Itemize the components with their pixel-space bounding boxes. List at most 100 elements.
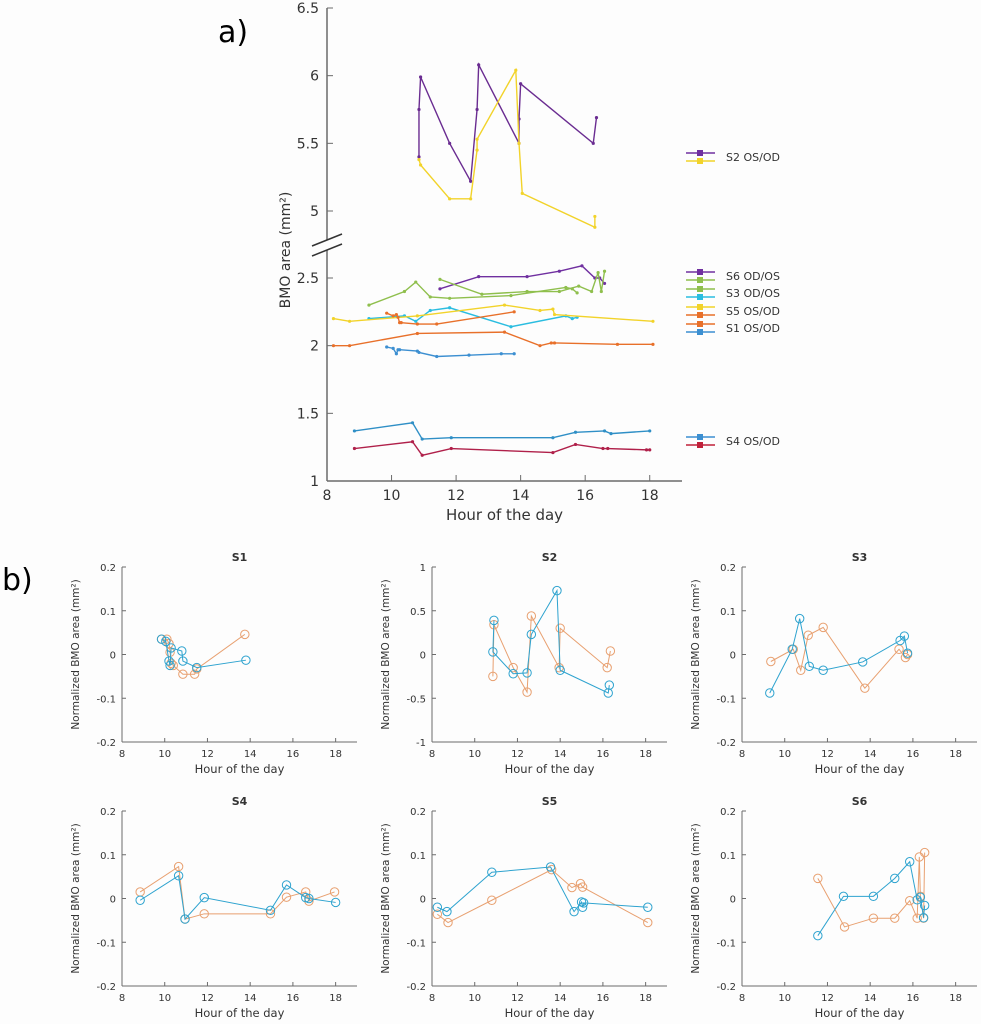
y-tick-label: 5.5 xyxy=(297,136,319,152)
y-tick-label: 0 xyxy=(420,895,426,906)
data-point xyxy=(469,197,473,201)
series-line-s3-od xyxy=(368,281,578,306)
data-marker-od xyxy=(804,661,814,672)
data-point xyxy=(417,107,421,112)
y-tick-label: 5 xyxy=(310,204,319,220)
data-marker-os xyxy=(487,895,497,905)
data-marker-od xyxy=(643,902,653,912)
data-point xyxy=(519,82,523,86)
data-point xyxy=(517,141,521,145)
data-point xyxy=(347,319,352,323)
data-marker-od xyxy=(838,891,849,902)
data-marker-os xyxy=(162,634,172,644)
data-marker-od xyxy=(919,900,930,911)
y-axis-label: Normalized BMO area (mm²) xyxy=(380,579,392,729)
data-marker-od xyxy=(813,930,823,941)
x-tick-label: 18 xyxy=(949,749,962,760)
data-point xyxy=(590,289,594,294)
legend-label: S1 OS/OD xyxy=(726,322,780,335)
data-marker-od xyxy=(487,867,497,877)
data-marker-od xyxy=(918,913,929,923)
data-point xyxy=(410,440,415,444)
y-tick-label: 0.5 xyxy=(410,607,426,618)
x-tick-label: 12 xyxy=(821,749,834,760)
data-marker-od xyxy=(578,898,589,908)
data-point xyxy=(520,191,524,196)
data-point xyxy=(391,314,395,318)
data-point xyxy=(394,312,398,317)
data-marker-os xyxy=(605,646,616,656)
axis-break-mark xyxy=(311,233,343,247)
y-tick-label: -0.1 xyxy=(96,694,116,705)
series-line-s5-os xyxy=(333,304,654,323)
data-point xyxy=(435,354,439,359)
data-marker-od xyxy=(912,895,922,905)
legend-marker xyxy=(697,294,703,300)
series-line-s1-od xyxy=(386,346,515,358)
x-axis-label: Hour of the day xyxy=(195,1006,285,1020)
subplot-s6: -0.2 -0.1 0 0.1 0.2 8 10 12 14 16 18 S6 Hour of the … xyxy=(690,795,977,1020)
data-point xyxy=(602,269,607,273)
data-marker-os xyxy=(818,622,828,633)
data-point xyxy=(475,107,479,112)
legend-marker xyxy=(697,158,703,164)
data-point xyxy=(648,448,652,452)
data-marker-od xyxy=(765,688,775,698)
data-point xyxy=(525,275,529,279)
data-point xyxy=(551,450,555,455)
legend-marker xyxy=(697,304,703,310)
data-marker-os xyxy=(329,887,340,897)
data-marker-od xyxy=(569,906,579,917)
legend-label: S2 OS/OD xyxy=(726,151,780,164)
x-tick-label: 14 xyxy=(244,993,257,1004)
data-point xyxy=(557,289,561,294)
series-line-od xyxy=(437,866,648,913)
data-point xyxy=(538,344,542,348)
chart-a: 5 5.5 6 6.5 1 1.5 2 2.5 8 10 12 14 16 18 Hour of the d… xyxy=(278,1,780,524)
data-marker-os xyxy=(602,662,612,673)
y-tick-label: -0.2 xyxy=(96,738,116,749)
x-tick-label: 12 xyxy=(201,749,214,760)
data-point xyxy=(552,341,557,345)
subplot-title: S5 xyxy=(542,795,558,808)
data-point xyxy=(502,303,507,307)
x-axis-label: Hour of the day xyxy=(505,762,595,776)
series-line-od xyxy=(492,588,610,694)
series-line-os xyxy=(139,865,335,920)
data-point xyxy=(415,314,419,318)
data-point xyxy=(557,269,561,273)
x-tick-label: 12 xyxy=(511,749,524,760)
data-point xyxy=(577,284,581,288)
data-marker-os xyxy=(868,913,879,923)
x-tick-label: 10 xyxy=(778,993,791,1004)
series-line-s2-od xyxy=(418,67,596,229)
y-axis-label: BMO area (mm²) xyxy=(278,192,294,309)
data-point xyxy=(599,289,603,294)
data-point xyxy=(391,346,395,350)
data-point xyxy=(449,446,453,451)
y-tick-label: 0 xyxy=(420,651,426,662)
y-tick-label: -0.2 xyxy=(406,982,426,993)
data-point xyxy=(512,310,516,314)
data-point xyxy=(417,350,421,355)
data-point xyxy=(593,214,597,219)
data-marker-os xyxy=(522,687,532,697)
x-tick-label: 16 xyxy=(576,488,594,504)
y-tick-label: -0.2 xyxy=(96,982,116,993)
data-marker-od xyxy=(173,871,184,881)
data-point xyxy=(502,330,507,334)
series-line-od xyxy=(769,618,909,694)
data-point xyxy=(448,197,452,201)
data-marker-od xyxy=(304,893,314,904)
x-tick-label: 16 xyxy=(907,749,920,760)
data-point xyxy=(428,295,432,299)
data-point xyxy=(573,430,578,434)
data-point xyxy=(570,287,574,291)
data-marker-os xyxy=(643,917,653,928)
legend-item: S6 OD/OS xyxy=(686,269,780,283)
y-tick-label: -0.1 xyxy=(96,938,116,949)
legend-marker xyxy=(697,269,703,275)
data-marker-od xyxy=(265,905,276,916)
y-tick-label: 0 xyxy=(730,895,736,906)
x-tick-label: 10 xyxy=(158,993,171,1004)
